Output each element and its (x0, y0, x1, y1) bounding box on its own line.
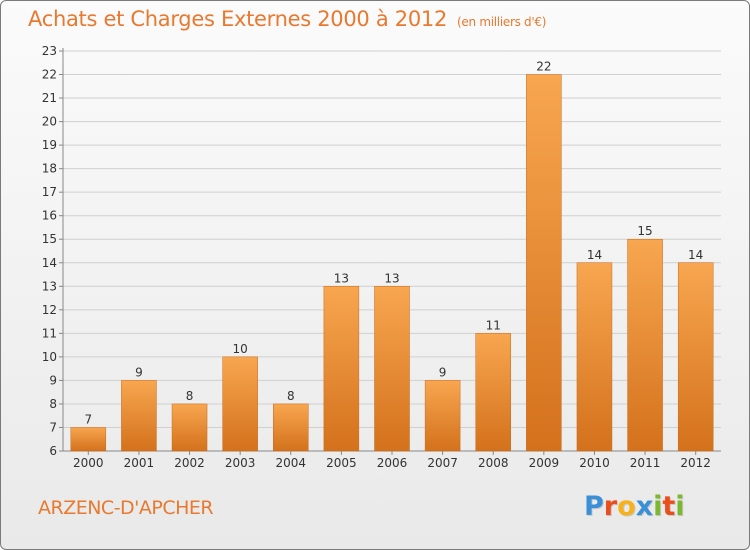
bar-value-label: 7 (84, 412, 92, 426)
logo-letter: i (653, 491, 663, 522)
x-tick-label: 2002 (174, 456, 205, 470)
x-tick-label: 2012 (680, 456, 711, 470)
chart-title-text: Achats et Charges Externes 2000 à 2012 (28, 7, 448, 31)
y-tick-label: 16 (42, 209, 57, 223)
y-tick-label: 11 (42, 326, 57, 340)
y-tick-label: 14 (42, 256, 57, 270)
x-tick-label: 2007 (427, 456, 458, 470)
labels: 6 7 8 9 10 11 12 13 14 15 16 17 18 19 20 21 22 23 7 2000 9 20… (42, 44, 711, 470)
bar-value-label: 8 (186, 389, 194, 403)
bar (424, 380, 461, 452)
bar-value-label: 22 (536, 60, 551, 74)
x-tick-label: 2011 (630, 456, 661, 470)
bar (475, 333, 511, 452)
proxiti-logo: Proxiti (584, 491, 685, 522)
x-tick-label: 2010 (579, 456, 610, 470)
bar-value-label: 15 (637, 224, 652, 238)
bar-value-label: 9 (135, 365, 143, 379)
y-tick-label: 15 (42, 232, 57, 246)
y-tick-label: 21 (42, 91, 57, 105)
logo-letter: o (617, 491, 636, 522)
bar-value-label: 13 (384, 271, 399, 285)
y-tick-label: 22 (42, 68, 57, 82)
bar-value-label: 14 (587, 248, 602, 262)
y-tick-label: 9 (49, 373, 57, 387)
chart-subtitle: (en milliers d'€) (457, 15, 547, 29)
y-tick-label: 19 (42, 138, 57, 152)
bar (526, 74, 562, 452)
x-tick-label: 2005 (326, 456, 357, 470)
bar (171, 403, 208, 452)
bar-value-label: 11 (486, 318, 501, 332)
location-name: ARZENC-D'APCHER (38, 497, 214, 519)
bar (576, 262, 613, 452)
bar (677, 262, 714, 452)
chart-title: Achats et Charges Externes 2000 à 2012 (e… (28, 7, 546, 31)
x-tick-label: 2008 (478, 456, 509, 470)
bar-value-label: 9 (439, 365, 447, 379)
x-tick-label: 2001 (124, 456, 155, 470)
bar (273, 403, 309, 452)
logo-letter: r (603, 491, 618, 522)
x-tick-label: 2003 (225, 456, 256, 470)
y-tick-label: 17 (42, 185, 57, 199)
y-tick-label: 13 (42, 279, 57, 293)
y-tick-label: 10 (42, 350, 57, 364)
y-tick-label: 23 (42, 44, 57, 58)
x-tick-label: 2006 (377, 456, 408, 470)
logo-letter: P (584, 491, 604, 522)
bar (323, 286, 360, 452)
y-tick-label: 7 (49, 420, 57, 434)
bar (121, 380, 157, 452)
bar-value-label: 10 (233, 342, 248, 356)
bars (70, 74, 714, 452)
bar-value-label: 8 (287, 389, 295, 403)
y-tick-label: 12 (42, 303, 57, 317)
bar-value-label: 13 (334, 271, 349, 285)
bar (70, 427, 107, 452)
y-tick-label: 8 (49, 397, 57, 411)
x-tick-label: 2004 (275, 456, 306, 470)
bar (374, 286, 410, 452)
y-tick-label: 18 (42, 162, 57, 176)
y-tick-label: 6 (49, 444, 57, 458)
logo-letter: x (635, 491, 654, 522)
x-tick-label: 2009 (529, 456, 560, 470)
bar (627, 238, 663, 452)
bar (222, 356, 258, 452)
logo-letter: i (675, 491, 685, 522)
y-tick-label: 20 (42, 115, 57, 129)
x-tick-label: 2000 (73, 456, 104, 470)
logo-letter: t (662, 491, 676, 522)
bar-value-label: 14 (688, 248, 703, 262)
